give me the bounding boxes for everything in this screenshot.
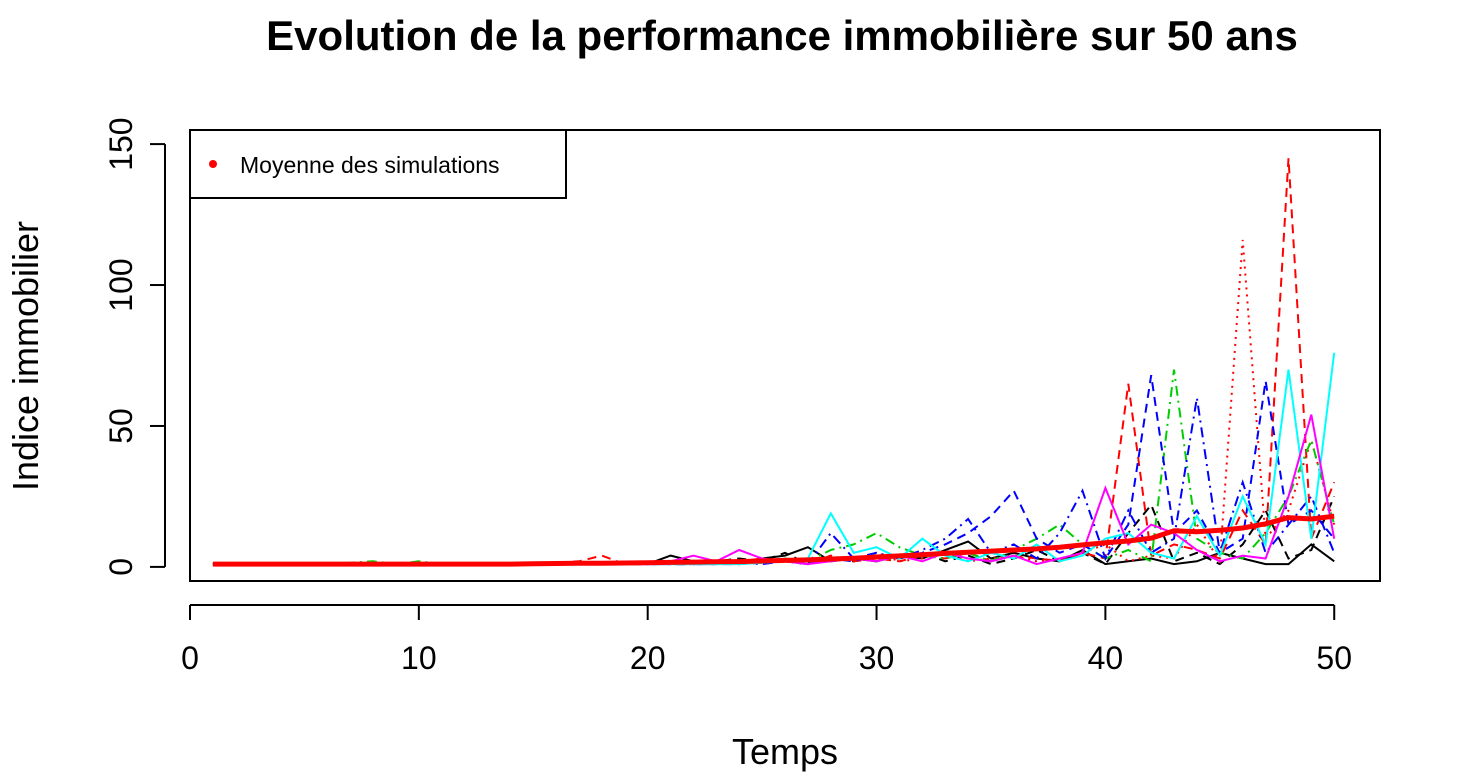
x-tick-label: 30 [859,640,895,676]
y-tick-label: 0 [103,558,139,576]
simulation-line-3 [212,158,1336,566]
y-tick-label: 150 [103,117,139,170]
mean-line [212,513,1335,567]
series-layer [212,158,1336,566]
x-tick-label: 40 [1088,640,1124,676]
x-axis-title: Temps [732,731,838,772]
simulation-line-4 [212,239,1336,566]
legend-marker [209,160,217,168]
x-tick-label: 0 [181,640,199,676]
legend-label: Moyenne des simulations [240,152,500,178]
y-axis: 0 50 100 150 [103,117,166,576]
legend: Moyenne des simulations [189,129,567,199]
x-tick-label: 50 [1316,640,1352,676]
mean-series-layer [212,513,1335,567]
y-axis-title: Indice immobilier [5,221,46,491]
legend-box [189,129,567,199]
x-axis: 0 10 20 30 40 50 [181,604,1352,676]
simulation-line-5 [212,369,1336,566]
x-tick-label: 10 [401,640,437,676]
y-tick-label: 100 [103,258,139,311]
y-tick-label: 50 [103,408,139,444]
chart-title: Evolution de la performance immobilière … [266,12,1298,59]
x-tick-label: 20 [630,640,666,676]
plot-frame [189,129,1381,582]
